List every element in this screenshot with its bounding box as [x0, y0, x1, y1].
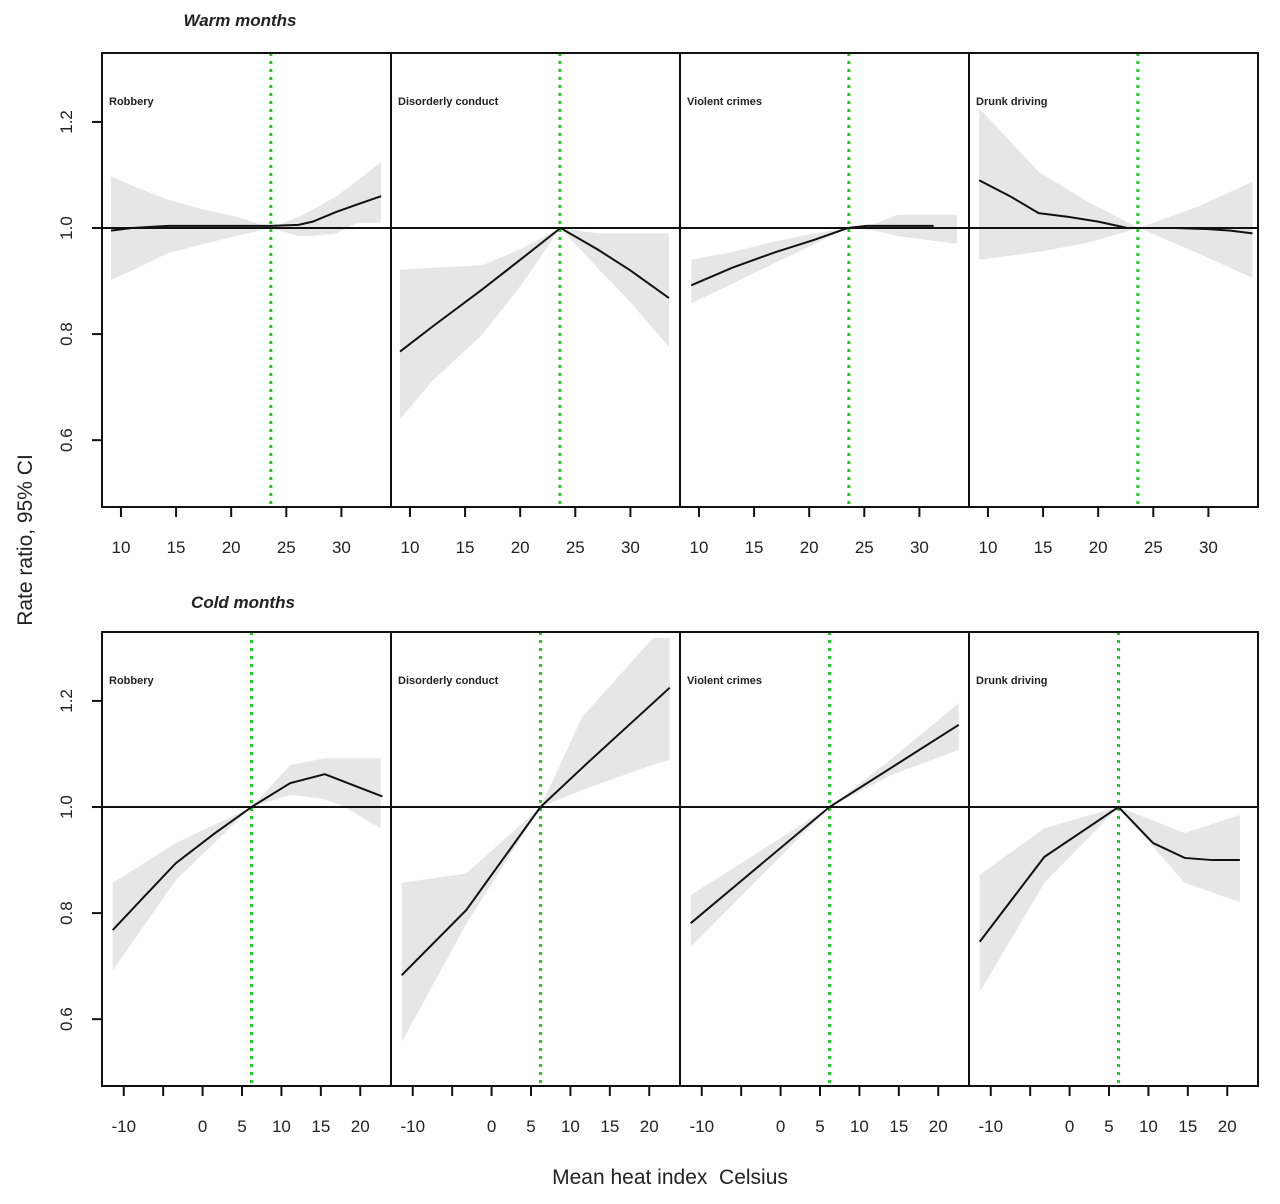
panel-label: Robbery	[109, 96, 155, 108]
rate-ratio-line	[690, 224, 934, 287]
panel-frame	[968, 52, 1259, 508]
x-tick-label: 15	[167, 538, 186, 557]
panel-label: Disorderly conduct	[398, 96, 499, 108]
x-tick-label: 10	[561, 1117, 580, 1136]
x-tick-label: 20	[222, 538, 241, 557]
rate-ratio-line	[110, 195, 382, 232]
ci-band	[691, 214, 957, 304]
row-title: Cold months	[191, 593, 295, 612]
x-tick-label: 15	[1034, 538, 1053, 557]
y-tick-label: 1.2	[57, 110, 76, 134]
x-tick-label: 20	[511, 538, 530, 557]
rate-ratio-line	[978, 179, 1253, 235]
x-tick-label: 0	[1065, 1117, 1074, 1136]
panel-drunk-driving: Drunk driving -10 0 5 10 15 20	[968, 631, 1259, 1136]
x-tick-label: 5	[1104, 1117, 1113, 1136]
x-tick-label: 0	[487, 1117, 496, 1136]
x-tick-label: 0	[776, 1117, 785, 1136]
x-tick-label: 10	[1139, 1117, 1158, 1136]
x-tick-label: 15	[311, 1117, 330, 1136]
ci-band	[112, 758, 381, 971]
panel-label: Drunk driving	[976, 675, 1048, 687]
x-tick-label: 15	[1178, 1117, 1197, 1136]
panel-robbery: Robbery 10 15 20 25 30	[101, 52, 392, 557]
panel-disorderly-conduct: Disorderly conduct -10 0 5 10 15 20	[390, 631, 681, 1136]
panel-disorderly-conduct: Disorderly conduct 10 15 20 25 30	[390, 52, 681, 557]
x-tick-label: 30	[332, 538, 351, 557]
x-tick-label: 20	[1089, 538, 1108, 557]
panel-label: Robbery	[109, 675, 155, 687]
ci-band	[401, 637, 670, 1042]
y-tick-label: 0.6	[57, 428, 76, 452]
ci-band	[979, 807, 1240, 993]
x-tick-label: 10	[400, 538, 419, 557]
rate-ratio-line	[111, 773, 383, 931]
rate-ratio-line	[978, 805, 1240, 943]
panel-violent-crimes: Violent crimes -10 0 5 10 15 20	[679, 631, 970, 1136]
x-tick-label: 20	[640, 1117, 659, 1136]
x-tick-label: 25	[1144, 538, 1163, 557]
x-tick-label: 10	[689, 538, 708, 557]
y-tick-label: 0.8	[57, 322, 76, 346]
rate-ratio-line	[401, 686, 671, 976]
ci-band	[979, 108, 1253, 278]
x-tick-label: 15	[600, 1117, 619, 1136]
x-axis-title: Mean heat index Celsius	[552, 1166, 788, 1189]
panel-row-cold: Cold months 0.6 0.8 1.0 1.2 Robbery -10 0 5 10 15 2…	[57, 593, 1259, 1136]
x-tick-label: 10	[272, 1117, 291, 1136]
x-tick-label: 15	[745, 538, 764, 557]
y-axis-title: Rate ratio, 95% CI	[14, 454, 37, 626]
x-tick-label: 0	[198, 1117, 207, 1136]
y-tick-label: 0.6	[57, 1007, 76, 1031]
x-tick-label: -10	[689, 1117, 714, 1136]
x-tick-label: 20	[929, 1117, 948, 1136]
panel-label: Violent crimes	[687, 675, 762, 687]
x-tick-label: -10	[978, 1117, 1003, 1136]
y-tick-label: 1.2	[57, 689, 76, 713]
panel-label: Disorderly conduct	[398, 675, 499, 687]
x-tick-label: 20	[1218, 1117, 1237, 1136]
panel-violent-crimes: Violent crimes 10 15 20 25 30	[679, 52, 970, 557]
ci-band	[400, 228, 669, 419]
x-tick-label: 25	[277, 538, 296, 557]
panel-frame	[679, 631, 970, 1087]
panel-label: Violent crimes	[687, 96, 762, 108]
x-tick-label: 5	[237, 1117, 246, 1136]
row-title: Warm months	[183, 11, 296, 30]
x-tick-label: 20	[800, 538, 819, 557]
x-tick-label: 5	[815, 1117, 824, 1136]
y-tick-label: 1.0	[57, 795, 76, 819]
x-tick-label: 20	[351, 1117, 370, 1136]
x-tick-label: 10	[978, 538, 997, 557]
x-tick-label: -10	[400, 1117, 425, 1136]
panel-drunk-driving: Drunk driving 10 15 20 25 30	[968, 52, 1259, 557]
rate-ratio-line	[690, 723, 960, 924]
x-tick-label: 25	[566, 538, 585, 557]
y-tick-label: 0.8	[57, 901, 76, 925]
x-tick-label: 15	[456, 538, 475, 557]
panel-frame	[101, 631, 392, 1087]
x-tick-label: 25	[855, 538, 874, 557]
x-tick-label: 5	[526, 1117, 535, 1136]
y-tick-label: 1.0	[57, 216, 76, 240]
x-tick-label: 10	[850, 1117, 869, 1136]
x-tick-label: 30	[621, 538, 640, 557]
x-tick-label: 15	[889, 1117, 908, 1136]
ci-band	[111, 161, 382, 280]
x-tick-label: 30	[910, 538, 929, 557]
panel-robbery: Robbery -10 0 5 10 15 20	[101, 631, 392, 1136]
panel-label: Drunk driving	[976, 96, 1048, 108]
x-tick-label: 30	[1199, 538, 1218, 557]
panel-frame	[968, 631, 1259, 1087]
x-tick-label: 10	[111, 538, 130, 557]
panel-row-warm: Warm months 0.6 0.8 1.0 1.2 Robbery 10 15 20 25 30…	[57, 11, 1259, 557]
panel-frame	[101, 52, 392, 508]
x-tick-label: -10	[111, 1117, 136, 1136]
rate-ratio-line	[399, 226, 670, 353]
ci-band	[690, 703, 959, 948]
